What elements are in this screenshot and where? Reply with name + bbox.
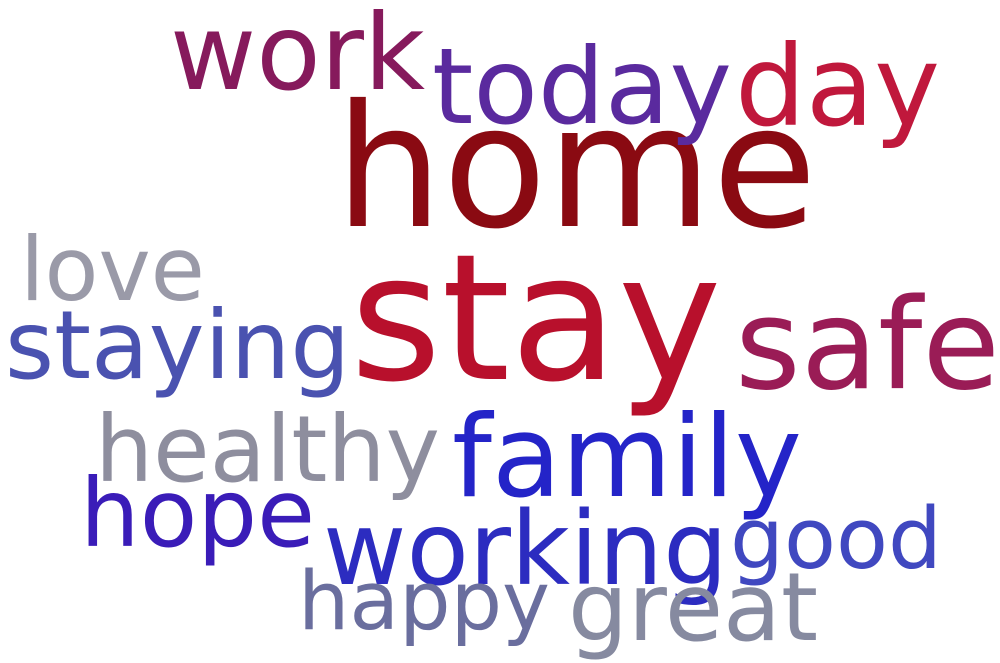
word-home: home [335, 68, 817, 267]
word-safe: safe [735, 270, 1000, 418]
word-healthy: healthy [95, 396, 440, 504]
word-great: great [568, 553, 819, 663]
word-work: work [170, 0, 426, 114]
word-today: today [432, 25, 732, 149]
word-day: day [735, 22, 941, 152]
word-happy: happy [298, 555, 551, 649]
word-working: working [323, 489, 728, 609]
word-love: love [20, 217, 205, 321]
word-staying: staying [5, 292, 351, 402]
word-good: good [730, 489, 942, 589]
word-family: family [452, 390, 802, 523]
word-stay: stay [350, 217, 722, 422]
word-hope: hope [80, 459, 316, 569]
